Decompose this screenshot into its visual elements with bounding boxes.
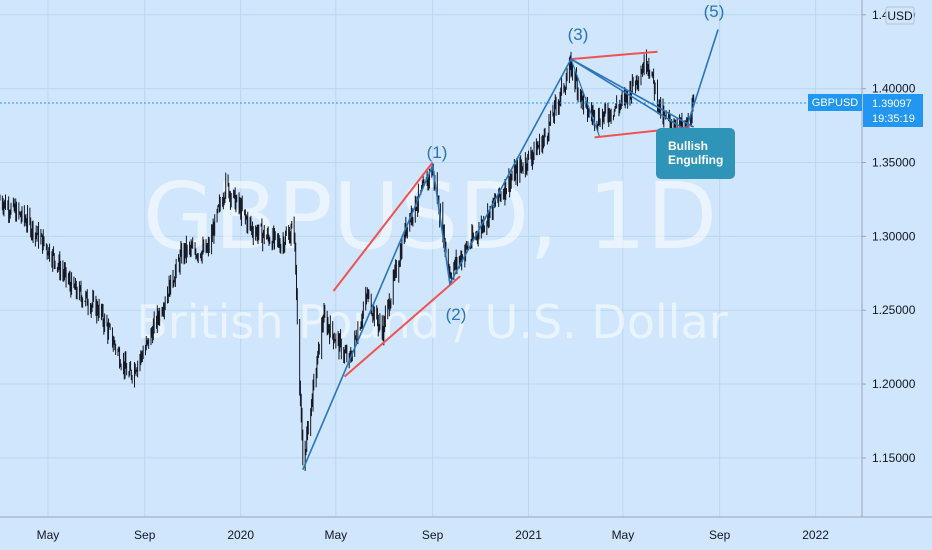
wave-label-5: (5) — [704, 2, 725, 21]
x-tick-label: 2020 — [227, 528, 254, 542]
watermark-symbol: GBPUSD, 1D — [143, 163, 717, 270]
watermark: GBPUSD, 1D British Pound / U.S. Dollar — [136, 163, 727, 349]
x-tick-label: 2021 — [515, 528, 542, 542]
y-tick-label: 1.25000 — [872, 303, 916, 317]
symbol-tag-label: GBPUSD — [812, 97, 859, 109]
symbol-tag[interactable]: GBPUSD — [808, 94, 862, 111]
x-tick-label: Sep — [709, 528, 731, 542]
channel-line-3 — [570, 50, 658, 61]
currency-badge — [885, 6, 915, 25]
y-tick-label: 1.15000 — [872, 451, 916, 465]
price-axis[interactable]: 1.15000 1.20000 1.25000 1.30000 1.35000 1.400… — [861, 0, 932, 550]
currency-label: USD — [887, 9, 913, 23]
x-tick-label: May — [324, 528, 347, 542]
y-tick-label: 1.20000 — [872, 377, 916, 391]
countdown-timer: 19:35:19 — [872, 113, 915, 125]
wave-triangle-leg — [570, 58, 600, 137]
wave-label-1: (1) — [427, 143, 448, 162]
last-price-value: 1.39097 — [872, 98, 912, 110]
time-axis[interactable]: May Sep 2020 May Sep 2021 May Sep 2022 — [0, 516, 932, 550]
y-tick-label: 1.30000 — [872, 229, 916, 243]
x-tick-label: May — [37, 528, 60, 542]
x-tick-label: May — [612, 528, 635, 542]
wave-path — [302, 29, 719, 471]
x-tick-label: Sep — [134, 528, 156, 542]
channel-line-1 — [332, 161, 434, 292]
wave-label-2: (2) — [446, 305, 467, 324]
bullish-engulfing-annotation[interactable]: Bullish Engulfing — [656, 128, 735, 179]
annotation-line-1: Bullish — [668, 139, 708, 153]
channel-line-2 — [343, 275, 461, 378]
last-price-tag[interactable]: 1.39097 19:35:19 — [863, 94, 923, 127]
watermark-description: British Pound / U.S. Dollar — [136, 295, 727, 349]
wave-label-3: (3) — [568, 25, 589, 44]
y-tick-label: 1.40000 — [872, 82, 916, 96]
x-tick-label: Sep — [422, 528, 444, 542]
elliott-wave[interactable] — [302, 29, 719, 471]
x-tick-label: 2022 — [802, 528, 829, 542]
annotation-line-2: Engulfing — [668, 153, 723, 167]
wave-labels: (1) (2) (3) (5) — [427, 2, 725, 324]
annotation-box — [656, 128, 735, 179]
y-tick-label: 1.35000 — [872, 155, 916, 169]
wave-triangle-diagonal — [570, 58, 695, 128]
